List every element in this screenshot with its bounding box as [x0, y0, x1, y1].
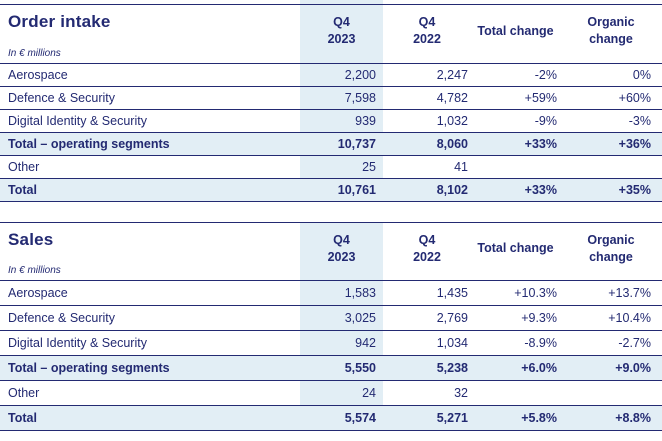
cell-total-change: +6.0% — [471, 355, 560, 380]
cell-q4-2022: 2,769 — [383, 305, 471, 330]
column-header-total-change: Total change — [471, 223, 560, 280]
column-header-line: 2022 — [413, 32, 441, 46]
cell-q4-2023: 942 — [300, 330, 383, 355]
column-header-line: change — [589, 32, 633, 46]
row-label: Defence & Security — [0, 86, 300, 109]
row-label: Aerospace — [0, 280, 300, 305]
cell-total-change: -2% — [471, 63, 560, 86]
row-label: Defence & Security — [0, 305, 300, 330]
column-header-line: Q4 — [333, 232, 350, 247]
cell-organic-change: +13.7% — [560, 280, 662, 305]
cell-q4-2023: 939 — [300, 109, 383, 132]
cell-q4-2022: 1,034 — [383, 330, 471, 355]
cell-total-change: -9% — [471, 109, 560, 132]
cell-q4-2022: 5,271 — [383, 405, 471, 430]
cell-q4-2022: 5,238 — [383, 355, 471, 380]
column-header-q4-2022: Q4 2022 — [383, 5, 471, 63]
column-header-line: Organic — [587, 15, 635, 30]
cell-total-change: +33% — [471, 132, 560, 155]
cell-organic-change: +9.0% — [560, 355, 662, 380]
row-label: Other — [0, 155, 300, 178]
column-header-line: Total change — [477, 241, 554, 256]
cell-q4-2023: 10,737 — [300, 132, 383, 155]
cell-organic-change: +60% — [560, 86, 662, 109]
cell-total-change: +9.3% — [471, 305, 560, 330]
order-intake-header-cell: Order intake In € millions — [0, 5, 300, 63]
cell-total-change: +5.8% — [471, 405, 560, 430]
cell-total-change: +59% — [471, 86, 560, 109]
cell-total-change: +33% — [471, 178, 560, 201]
column-header-organic-change: Organic change — [560, 5, 662, 63]
cell-q4-2023: 5,550 — [300, 355, 383, 380]
cell-organic-change: +35% — [560, 178, 662, 201]
column-header-line: change — [589, 249, 633, 264]
row-label: Aerospace — [0, 63, 300, 86]
row-label: Total — [0, 405, 300, 430]
sales-table: Sales In € millions Q4 2023 Q4 2022 Tota… — [0, 222, 662, 431]
order-intake-grid: Order intake In € millions Q4 2023 Q4 20… — [0, 5, 662, 201]
cell-organic-change — [560, 380, 662, 405]
cell-q4-2023: 1,583 — [300, 280, 383, 305]
cell-q4-2023: 5,574 — [300, 405, 383, 430]
cell-q4-2022: 1,032 — [383, 109, 471, 132]
cell-organic-change: +10.4% — [560, 305, 662, 330]
column-header-total-change: Total change — [471, 5, 560, 63]
cell-organic-change: -2.7% — [560, 330, 662, 355]
cell-q4-2023: 7,598 — [300, 86, 383, 109]
row-label: Digital Identity & Security — [0, 330, 300, 355]
sales-header-cell: Sales In € millions — [0, 223, 300, 280]
column-header-line: 2023 — [327, 249, 356, 264]
cell-total-change: +10.3% — [471, 280, 560, 305]
cell-organic-change: +36% — [560, 132, 662, 155]
row-label: Total — [0, 178, 300, 201]
cell-q4-2022: 4,782 — [383, 86, 471, 109]
column-header-line: Q4 — [418, 232, 436, 247]
cell-total-change — [471, 380, 560, 405]
cell-q4-2022: 8,102 — [383, 178, 471, 201]
cell-q4-2022: 32 — [383, 380, 471, 405]
column-header-organic-change: Organic change — [560, 223, 662, 280]
row-label: Total – operating segments — [0, 355, 300, 380]
cell-q4-2023: 3,025 — [300, 305, 383, 330]
column-header-line: Total change — [477, 23, 554, 38]
row-label: Total – operating segments — [0, 132, 300, 155]
column-header-line: 2023 — [327, 32, 356, 46]
cell-q4-2022: 41 — [383, 155, 471, 178]
cell-q4-2022: 1,435 — [383, 280, 471, 305]
column-header-line: Organic — [587, 232, 635, 247]
cell-q4-2022: 2,247 — [383, 63, 471, 86]
column-header-line: 2022 — [413, 249, 441, 264]
cell-organic-change: 0% — [560, 63, 662, 86]
cell-total-change: -8.9% — [471, 330, 560, 355]
column-header-q4-2023: Q4 2023 — [300, 5, 383, 63]
table-subtitle: In € millions — [8, 48, 61, 59]
cell-q4-2022: 8,060 — [383, 132, 471, 155]
sales-grid: Sales In € millions Q4 2023 Q4 2022 Tota… — [0, 223, 662, 430]
column-header-q4-2022: Q4 2022 — [383, 223, 471, 280]
cell-total-change — [471, 155, 560, 178]
row-label: Digital Identity & Security — [0, 109, 300, 132]
column-header-line: Q4 — [333, 15, 350, 30]
q4-2023-column-band — [300, 0, 383, 4]
cell-q4-2023: 10,761 — [300, 178, 383, 201]
column-header-line: Q4 — [418, 15, 436, 30]
column-header-q4-2023: Q4 2023 — [300, 223, 383, 280]
table-subtitle: In € millions — [8, 265, 61, 276]
table-title: Sales — [8, 230, 54, 249]
cell-q4-2023: 24 — [300, 380, 383, 405]
table-title: Order intake — [8, 12, 111, 31]
row-label: Other — [0, 380, 300, 405]
cell-organic-change: +8.8% — [560, 405, 662, 430]
cell-q4-2023: 2,200 — [300, 63, 383, 86]
cell-q4-2023: 25 — [300, 155, 383, 178]
cell-organic-change — [560, 155, 662, 178]
cell-organic-change: -3% — [560, 109, 662, 132]
order-intake-table: Order intake In € millions Q4 2023 Q4 20… — [0, 0, 662, 202]
